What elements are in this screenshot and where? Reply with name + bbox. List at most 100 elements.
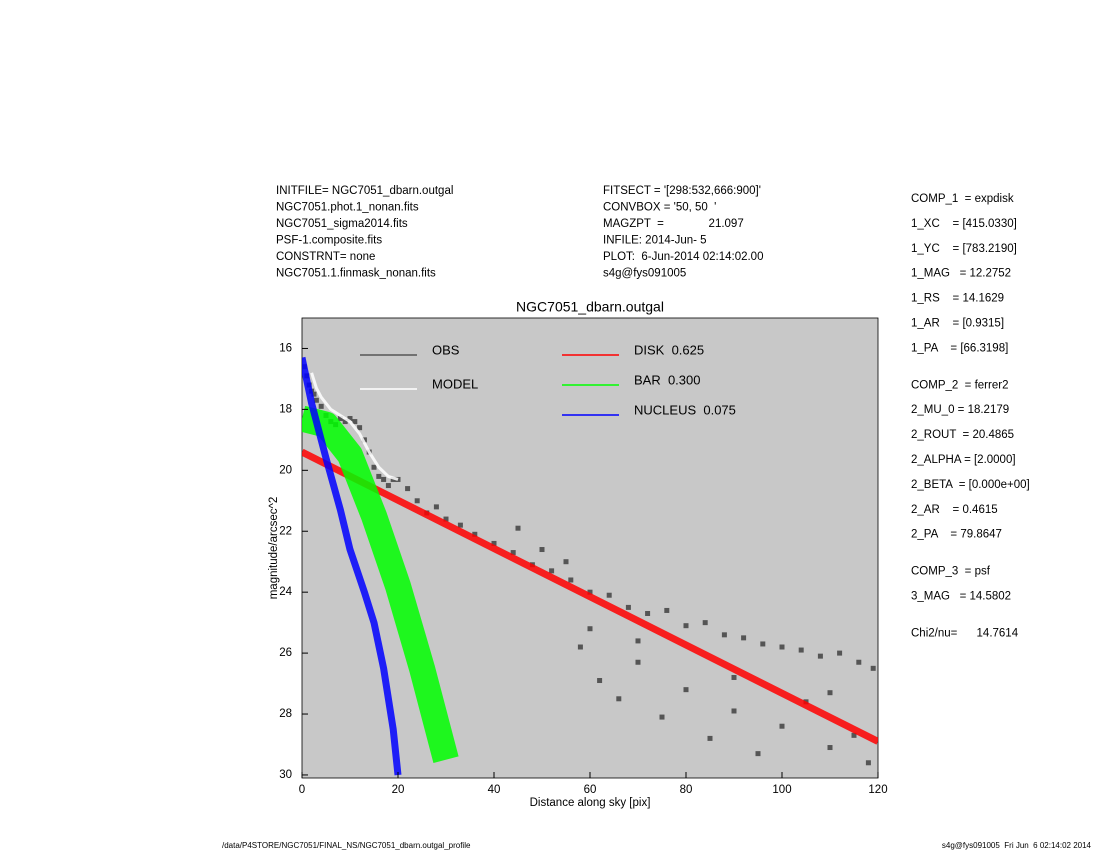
data-point: [865, 760, 871, 766]
x-tick-label: 120: [868, 784, 887, 796]
parameter-line: 1_MAG = 12.2752: [911, 268, 1011, 280]
y-tick-label: 22: [279, 525, 292, 537]
data-point: [371, 464, 377, 470]
parameter-line: 1_XC = [415.0330]: [911, 218, 1017, 230]
parameter-line: 2_MU_0 = 18.2179: [911, 404, 1009, 416]
data-point: [683, 687, 689, 693]
model-curve: [302, 405, 459, 764]
y-axis-label: magnitude/arcsec^2: [268, 497, 280, 600]
parameter-line: 2_AR = 0.4615: [911, 504, 998, 516]
y-tick-label: 30: [279, 769, 292, 781]
plot-clip: [302, 356, 878, 776]
parameter-line: 1_YC = [783.2190]: [911, 243, 1017, 255]
data-point: [597, 678, 603, 684]
data-point: [381, 476, 387, 482]
data-point: [760, 641, 766, 647]
data-point: [659, 714, 665, 720]
data-point: [457, 522, 463, 528]
data-point: [707, 735, 713, 741]
data-point: [798, 647, 804, 653]
data-point: [510, 550, 516, 556]
model-curve: [310, 372, 399, 481]
data-point: [755, 751, 761, 757]
data-point: [827, 690, 833, 696]
data-point: [433, 504, 439, 510]
data-point: [870, 665, 876, 671]
legend-label: DISK 0.625: [634, 342, 704, 357]
header-line: PLOT: 6-Jun-2014 02:14:02.00: [603, 251, 763, 263]
parameter-line: 2_ROUT = 20.4865: [911, 429, 1014, 441]
data-point: [515, 525, 521, 531]
x-tick-label: 40: [488, 784, 501, 796]
data-point: [606, 592, 612, 598]
header-line: NGC7051_sigma2014.fits: [276, 218, 408, 230]
data-point: [779, 644, 785, 650]
legend-label: MODEL: [432, 376, 478, 391]
y-tick-label: 18: [279, 403, 292, 415]
data-point: [741, 635, 747, 641]
header-line: PSF-1.composite.fits: [276, 235, 382, 247]
data-point: [779, 723, 785, 729]
model-curve: [302, 448, 878, 745]
data-point: [817, 653, 823, 659]
legend-label: BAR 0.300: [634, 372, 701, 387]
parameter-line: 1_RS = 14.1629: [911, 293, 1004, 305]
data-point: [491, 540, 497, 546]
parameter-line: 1_AR = [0.9315]: [911, 318, 1004, 330]
data-point: [376, 473, 382, 479]
data-point: [352, 419, 358, 425]
data-point: [568, 577, 574, 583]
y-tick-label: 24: [279, 586, 292, 598]
data-point: [837, 650, 843, 656]
data-point: [443, 516, 449, 522]
data-point: [635, 659, 641, 665]
data-point: [577, 644, 583, 650]
y-tick-label: 20: [279, 464, 292, 476]
header-line: NGC7051.phot.1_nonan.fits: [276, 202, 419, 214]
data-point: [635, 638, 641, 644]
data-point: [318, 403, 324, 409]
footer-left: /data/P4STORE/NGC7051/FINAL_NS/NGC7051_d…: [222, 841, 471, 850]
header-line: MAGZPT = 21.097: [603, 218, 744, 230]
parameter-line: 2_ALPHA = [2.0000]: [911, 454, 1016, 466]
data-point: [472, 531, 478, 537]
parameter-line: COMP_1 = expdisk: [911, 193, 1014, 205]
data-point: [587, 626, 593, 632]
data-point: [616, 696, 622, 702]
header-line: CONVBOX = '50, 50 ': [603, 202, 716, 214]
x-tick-label: 20: [392, 784, 405, 796]
parameter-line: 1_PA = [66.3198]: [911, 342, 1008, 354]
data-point: [414, 498, 420, 504]
header-line: CONSTRNT= none: [276, 251, 375, 263]
y-tick-label: 16: [279, 342, 292, 354]
parameter-line: COMP_2 = ferrer2: [911, 379, 1008, 391]
data-point: [549, 568, 555, 574]
legend-label: OBS: [432, 342, 460, 357]
x-axis-label: Distance along sky [pix]: [530, 797, 651, 809]
data-point: [851, 732, 857, 738]
data-point: [539, 547, 545, 553]
data-point: [645, 610, 651, 616]
parameter-line: 3_MAG = 14.5802: [911, 591, 1011, 603]
y-tick-label: 28: [279, 708, 292, 720]
parameter-line: Chi2/nu= 14.7614: [911, 627, 1019, 639]
data-point: [625, 604, 631, 610]
data-point: [563, 559, 569, 565]
model-curve: [302, 356, 402, 776]
parameter-line: 2_BETA = [0.000e+00]: [911, 479, 1030, 491]
header-line: INFILE: 2014-Jun- 5: [603, 235, 707, 247]
footer-right: s4g@fys091005 Fri Jun 6 02:14:02 2014: [942, 841, 1092, 850]
data-point: [357, 425, 363, 431]
data-point: [587, 589, 593, 595]
header-line: s4g@fys091005: [603, 268, 686, 280]
data-point: [731, 674, 737, 680]
chart-title: NGC7051_dbarn.outgal: [516, 299, 664, 315]
parameter-line: 2_PA = 79.8647: [911, 529, 1002, 541]
data-point: [731, 708, 737, 714]
data-point: [827, 745, 833, 751]
data-point: [313, 397, 319, 403]
parameter-line: COMP_3 = psf: [911, 566, 991, 578]
header-line: NGC7051.1.finmask_nonan.fits: [276, 268, 436, 280]
data-point: [702, 620, 708, 626]
header-line: INITFILE= NGC7051_dbarn.outgal: [276, 185, 453, 197]
